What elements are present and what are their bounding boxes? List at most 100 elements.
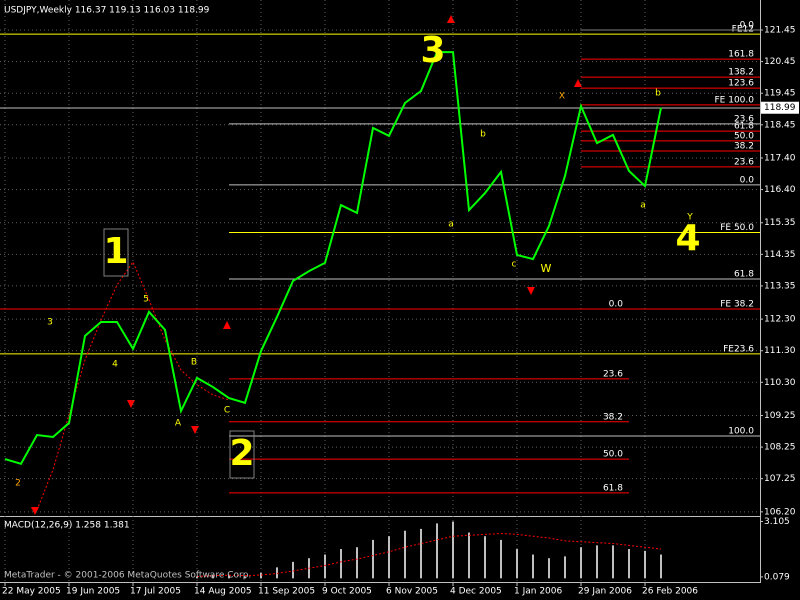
x-tick-label: 26 Feb 2006 xyxy=(642,587,698,597)
wave-label: B xyxy=(191,358,197,368)
macd-bar xyxy=(564,556,566,579)
wave-label: X xyxy=(559,92,565,102)
y-tick-label: 118.45 xyxy=(764,120,796,130)
y-tick-label: 114.35 xyxy=(764,250,796,260)
x-tick-label: 4 Dec 2005 xyxy=(450,587,502,597)
level-label: 61.8 xyxy=(734,122,754,132)
macd-bar xyxy=(340,549,342,579)
wave-label: W xyxy=(541,262,552,275)
macd-bar xyxy=(260,572,262,579)
label-box xyxy=(103,228,129,277)
level-label: 0.0 xyxy=(609,300,624,310)
x-tick-label: 22 May 2005 xyxy=(2,587,61,597)
macd-bar xyxy=(468,532,470,579)
wave-label: a xyxy=(640,201,646,211)
y-tick-label: 119.45 xyxy=(764,89,796,99)
y-tick-label: 121.45 xyxy=(764,26,796,36)
macd-bar xyxy=(356,547,358,579)
y-tick-label: 107.25 xyxy=(764,474,796,484)
label-box xyxy=(229,430,255,479)
arrow-down xyxy=(127,400,135,408)
macd-bar xyxy=(644,550,646,579)
wave-label: Y xyxy=(686,213,693,223)
macd-bar xyxy=(212,574,214,579)
macd-bar xyxy=(324,554,326,579)
level-label: 0.0 xyxy=(740,21,755,31)
macd-bar xyxy=(292,561,294,579)
x-tick-label: 19 Jun 2005 xyxy=(66,587,120,597)
y-tick-label: 115.35 xyxy=(764,218,796,228)
macd-title: MACD(12,26,9) 1.258 1.381 xyxy=(4,521,130,531)
level-label: 23.6 xyxy=(603,369,623,379)
macd-bar xyxy=(452,521,454,579)
level-label: FE 100.0 xyxy=(715,95,755,105)
macd-bar xyxy=(372,539,374,579)
level-label: 50.0 xyxy=(734,131,754,141)
wave-label: 4 xyxy=(675,218,700,259)
y-tick-label: 116.40 xyxy=(764,185,796,195)
level-label: 23.6 xyxy=(734,157,754,167)
zigzag-line xyxy=(36,260,230,511)
macd-bar xyxy=(228,574,230,579)
arrow-up xyxy=(574,79,582,87)
y-tick-label: 117.40 xyxy=(764,153,796,163)
level-label: 0.0 xyxy=(740,175,755,185)
macd-bar xyxy=(516,549,518,579)
macd-bar xyxy=(548,558,550,579)
y-tick-label: 113.35 xyxy=(764,281,796,291)
macd-bar xyxy=(244,576,246,579)
level-label: 138.2 xyxy=(728,68,754,78)
x-tick-label: 1 Jan 2006 xyxy=(514,587,562,597)
level-label: 38.2 xyxy=(734,142,754,152)
wave-label: 2 xyxy=(229,433,254,474)
y-tick-label: 0.079 xyxy=(764,572,790,582)
wave-label: 3 xyxy=(420,30,445,71)
x-tick-label: 6 Nov 2005 xyxy=(386,587,438,597)
wave-label: a xyxy=(448,220,454,230)
level-label: 100.0 xyxy=(728,427,754,437)
macd-bar xyxy=(532,554,534,579)
chart-title: USDJPY,Weekly 116.37 119.13 116.03 118.9… xyxy=(4,6,210,16)
wave-label: A xyxy=(175,419,182,429)
macd-bar xyxy=(500,539,502,579)
copyright: MetaTrader - © 2001-2006 MetaQuotes Soft… xyxy=(4,571,251,581)
level-label: 38.2 xyxy=(603,412,623,422)
x-tick-label: 11 Sep 2005 xyxy=(258,587,315,597)
wave-label: b xyxy=(480,130,486,140)
current-price: 118.99 xyxy=(764,103,796,113)
level-label: 50.0 xyxy=(603,450,623,460)
y-tick-label: 108.25 xyxy=(764,443,796,453)
y-tick-label: 109.25 xyxy=(764,411,796,421)
macd-bar xyxy=(436,523,438,579)
wave-label: 2 xyxy=(15,479,21,489)
macd-bar xyxy=(580,547,582,579)
macd-bar xyxy=(276,567,278,579)
level-label: 161.8 xyxy=(728,50,754,60)
y-tick-label: 110.30 xyxy=(764,378,796,388)
x-tick-label: 9 Oct 2005 xyxy=(322,587,372,597)
wave-label: c xyxy=(512,260,517,270)
wave-label: 4 xyxy=(112,360,118,370)
y-tick-label: 106.20 xyxy=(764,507,796,517)
arrow-down xyxy=(527,287,535,295)
level-label: 61.8 xyxy=(734,269,754,279)
macd-bar xyxy=(628,549,630,579)
level-label: FE 38.2 xyxy=(720,300,754,310)
wave-label: b xyxy=(655,89,661,99)
macd-bar xyxy=(196,576,198,579)
level-label: FE23.6 xyxy=(723,344,754,354)
macd-bar xyxy=(420,528,422,579)
x-tick-label: 29 Jan 2006 xyxy=(578,587,632,597)
wave-label: 1 xyxy=(103,231,128,272)
y-tick-label: 112.30 xyxy=(764,315,796,325)
y-tick-label: 3.105 xyxy=(764,517,790,527)
signal-line xyxy=(196,532,662,578)
y-tick-label: 120.45 xyxy=(764,57,796,67)
level-label: FE 50.0 xyxy=(720,223,754,233)
y-tick-label: 111.30 xyxy=(764,346,796,356)
arrow-up xyxy=(223,321,231,329)
x-tick-label: 14 Aug 2005 xyxy=(194,587,252,597)
macd-bar xyxy=(660,554,662,579)
